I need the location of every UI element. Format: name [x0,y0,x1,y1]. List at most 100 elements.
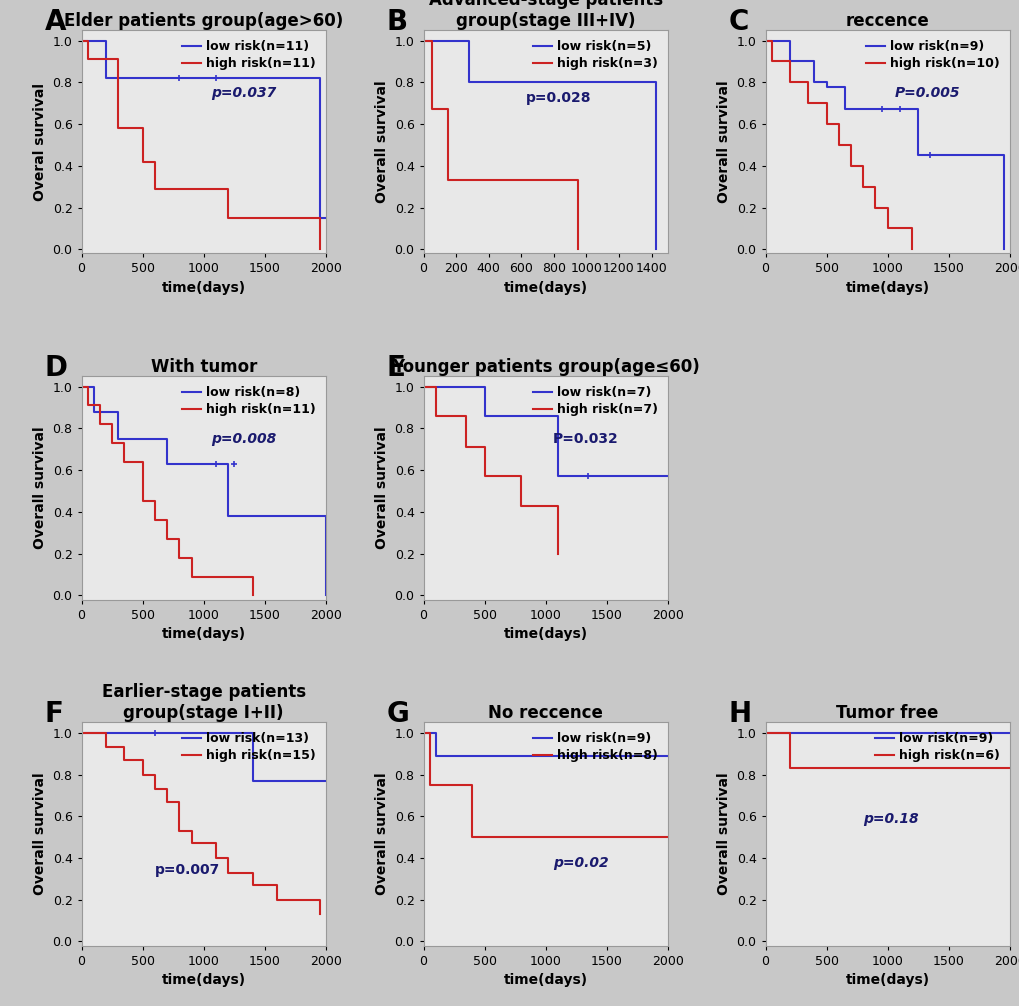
low risk(n=9) [807,76,819,89]
high risk(n=7) [551,547,564,559]
high risk(n=3) [466,174,478,186]
low risk(n=13) [75,726,88,738]
low risk(n=9) [911,149,923,161]
Line: high risk(n=7): high risk(n=7) [423,386,557,553]
X-axis label: time(days): time(days) [503,973,587,987]
low risk(n=8) [222,510,234,522]
high risk(n=11) [94,418,106,431]
low risk(n=5) [463,76,475,89]
high risk(n=11) [185,570,198,582]
Text: F: F [45,700,64,728]
high risk(n=15) [149,783,161,795]
low risk(n=5) [417,34,429,46]
low risk(n=7) [417,380,429,392]
high risk(n=11) [173,551,185,563]
high risk(n=15) [100,741,112,753]
low risk(n=13) [247,775,259,787]
Y-axis label: Overal survival: Overal survival [33,82,47,201]
Text: A: A [45,8,66,36]
high risk(n=11) [247,590,259,602]
Line: low risk(n=8): low risk(n=8) [82,386,325,596]
high risk(n=10) [856,181,868,193]
high risk(n=11) [161,533,173,545]
high risk(n=11) [137,156,149,168]
high risk(n=11) [82,53,94,65]
high risk(n=15) [185,837,198,849]
high risk(n=11) [198,570,210,582]
Title: Advanced-stage patients
group(stage III+IV): Advanced-stage patients group(stage III+… [428,0,662,30]
X-axis label: time(days): time(days) [161,627,246,641]
Line: high risk(n=15): high risk(n=15) [82,732,319,914]
high risk(n=11) [149,514,161,526]
low risk(n=7) [515,409,527,422]
high risk(n=10) [844,160,856,172]
Text: p=0.037: p=0.037 [211,87,276,101]
Text: p=0.007: p=0.007 [155,863,220,877]
Legend: low risk(n=5), high risk(n=3): low risk(n=5), high risk(n=3) [529,36,661,73]
low risk(n=7) [551,471,564,483]
Text: p=0.02: p=0.02 [552,856,608,870]
Line: high risk(n=6): high risk(n=6) [765,732,1009,769]
X-axis label: time(days): time(days) [845,281,929,295]
high risk(n=15) [137,769,149,781]
high risk(n=15) [118,753,130,766]
high risk(n=8) [466,831,478,843]
Title: Tumor free: Tumor free [836,704,937,722]
low risk(n=8) [75,380,88,392]
X-axis label: time(days): time(days) [503,281,587,295]
X-axis label: time(days): time(days) [161,973,246,987]
high risk(n=15) [271,893,283,905]
low risk(n=8) [161,458,173,470]
high risk(n=11) [75,34,88,46]
low risk(n=7) [661,471,674,483]
high risk(n=8) [423,779,435,791]
Text: P=0.005: P=0.005 [894,87,960,101]
high risk(n=15) [161,796,173,808]
Text: P=0.032: P=0.032 [552,433,619,447]
Legend: low risk(n=9), high risk(n=8): low risk(n=9), high risk(n=8) [529,728,661,766]
low risk(n=8) [308,510,320,522]
Text: B: B [386,8,408,36]
Y-axis label: Overall survival: Overall survival [33,427,47,549]
Text: E: E [386,354,406,382]
Legend: low risk(n=11), high risk(n=11): low risk(n=11), high risk(n=11) [178,36,319,73]
high risk(n=11) [222,212,234,224]
high risk(n=11) [75,380,88,392]
high risk(n=10) [801,98,813,110]
high risk(n=10) [819,118,832,130]
Text: p=0.18: p=0.18 [862,812,918,826]
Line: low risk(n=9): low risk(n=9) [423,732,667,756]
high risk(n=8) [661,831,674,843]
high risk(n=3) [417,34,429,46]
high risk(n=11) [82,399,94,411]
high risk(n=6) [1003,763,1015,775]
high risk(n=10) [905,243,917,256]
high risk(n=7) [478,471,490,483]
Title: Earlier-stage patients
group(stage I+II): Earlier-stage patients group(stage I+II) [102,683,306,722]
Y-axis label: Overall survival: Overall survival [716,80,731,203]
Text: G: G [386,700,410,728]
low risk(n=8) [319,590,331,602]
high risk(n=11) [112,122,124,134]
Line: low risk(n=13): low risk(n=13) [82,732,325,781]
Text: p=0.008: p=0.008 [211,433,276,447]
Line: high risk(n=3): high risk(n=3) [423,40,578,249]
Line: high risk(n=8): high risk(n=8) [423,732,667,837]
low risk(n=8) [185,458,198,470]
Title: reccence: reccence [845,12,928,30]
Legend: low risk(n=9), high risk(n=6): low risk(n=9), high risk(n=6) [870,728,1003,766]
Line: low risk(n=9): low risk(n=9) [765,40,1003,249]
high risk(n=15) [222,866,234,878]
low risk(n=11) [75,34,88,46]
high risk(n=10) [783,76,795,89]
high risk(n=11) [234,570,247,582]
Legend: low risk(n=13), high risk(n=15): low risk(n=13), high risk(n=15) [178,728,319,766]
high risk(n=10) [765,55,777,67]
Line: low risk(n=11): low risk(n=11) [82,40,325,218]
Y-axis label: Overall survival: Overall survival [716,773,731,895]
Line: high risk(n=11): high risk(n=11) [82,40,319,249]
high risk(n=7) [417,380,429,392]
X-axis label: time(days): time(days) [161,281,246,295]
low risk(n=7) [478,409,490,422]
high risk(n=11) [137,495,149,507]
